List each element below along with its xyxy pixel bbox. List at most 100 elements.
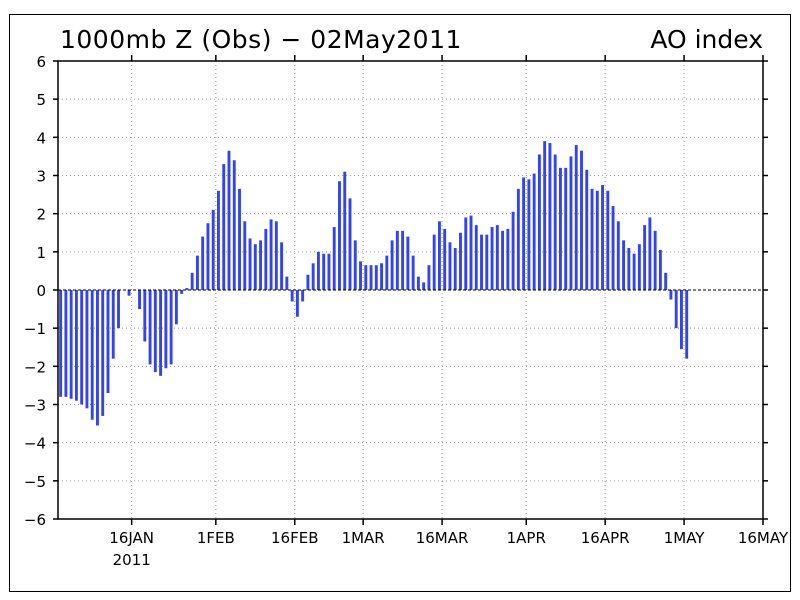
y-tick-label: −2 [24, 358, 46, 376]
bar [580, 150, 583, 290]
x-tick-label: 16APR [581, 529, 630, 547]
bar [574, 144, 578, 290]
y-tick-label: 2 [36, 206, 46, 224]
bar [653, 230, 657, 290]
bar [474, 225, 478, 290]
bar [64, 290, 68, 397]
bar [253, 244, 257, 290]
bar [537, 154, 541, 290]
bar [422, 282, 426, 290]
bar [664, 272, 668, 290]
bar [395, 230, 399, 290]
bar [632, 253, 636, 290]
bar [469, 215, 473, 290]
bar [522, 177, 526, 290]
bar [353, 240, 357, 290]
bar [548, 143, 552, 290]
bar [280, 242, 284, 290]
y-tick-label: −1 [24, 320, 46, 338]
bar [432, 234, 436, 290]
bar [290, 290, 294, 302]
bar [601, 185, 604, 290]
bar [490, 227, 494, 290]
bar [674, 290, 678, 329]
y-tick-label: 6 [36, 53, 46, 71]
bar [532, 173, 536, 290]
bar [138, 290, 141, 310]
bar [595, 190, 599, 290]
bar [264, 228, 268, 290]
bar [274, 221, 278, 290]
y-tick-label: −5 [24, 473, 46, 491]
bar [516, 188, 520, 290]
bar [316, 251, 320, 290]
bar [243, 221, 247, 290]
bar [143, 290, 147, 342]
bar [190, 272, 194, 290]
bar [680, 290, 683, 350]
bar [564, 167, 568, 290]
bar [195, 255, 199, 290]
bar [206, 223, 210, 290]
bar [501, 230, 505, 290]
bar [385, 255, 389, 290]
bar [416, 276, 420, 290]
y-tick-label: 0 [36, 282, 46, 300]
bar [464, 217, 468, 290]
bar [85, 290, 89, 409]
bar [164, 290, 168, 369]
bar [622, 240, 626, 290]
x-tick-label: 16JAN [109, 529, 154, 547]
bar [685, 290, 689, 359]
bar [606, 190, 610, 290]
bar [348, 198, 352, 290]
bar [643, 225, 647, 290]
bar [480, 234, 483, 290]
bar [90, 290, 94, 420]
bar [648, 217, 652, 290]
x-tick-label: 16MAR [416, 529, 469, 547]
chart-title: 1000mb Z (Obs) − 02May2011 [60, 25, 462, 54]
bar [69, 290, 73, 399]
bar [174, 290, 178, 325]
bar [201, 236, 205, 290]
bar [343, 171, 347, 290]
bar [295, 290, 299, 317]
bar [669, 290, 673, 300]
bar [59, 290, 63, 397]
x-tick-label: 16FEB [271, 529, 318, 547]
x-tick-label: 16MAY [738, 529, 789, 547]
bar [338, 181, 341, 290]
bar [448, 242, 452, 290]
bar-series [59, 141, 689, 426]
bar [495, 225, 499, 290]
y-tick-label: −4 [24, 435, 46, 453]
bar [80, 290, 84, 405]
bar [322, 253, 326, 290]
bar [127, 290, 131, 296]
bar [327, 253, 331, 290]
bar [169, 290, 173, 365]
bar [374, 265, 378, 290]
bar [553, 154, 557, 290]
bar [627, 248, 631, 290]
bar [148, 290, 152, 365]
bar [217, 190, 220, 290]
bar [527, 179, 531, 290]
x-tick-label: 1MAR [342, 529, 385, 547]
bar [96, 290, 99, 426]
bar [658, 249, 662, 290]
bar [401, 230, 405, 290]
y-tick-label: 5 [36, 91, 46, 109]
bar [248, 238, 252, 290]
x-tick-label: 1FEB [197, 529, 235, 547]
bar [427, 265, 431, 290]
bar [101, 290, 105, 416]
bar [359, 261, 362, 290]
bar [616, 221, 620, 290]
bar [511, 211, 515, 290]
bar [185, 288, 189, 290]
x-axis: 16JAN 2011 1FEB 16FEB 1MAR 16MAR 1APR 16APR 1MAY… [109, 55, 789, 569]
bar [159, 290, 163, 376]
